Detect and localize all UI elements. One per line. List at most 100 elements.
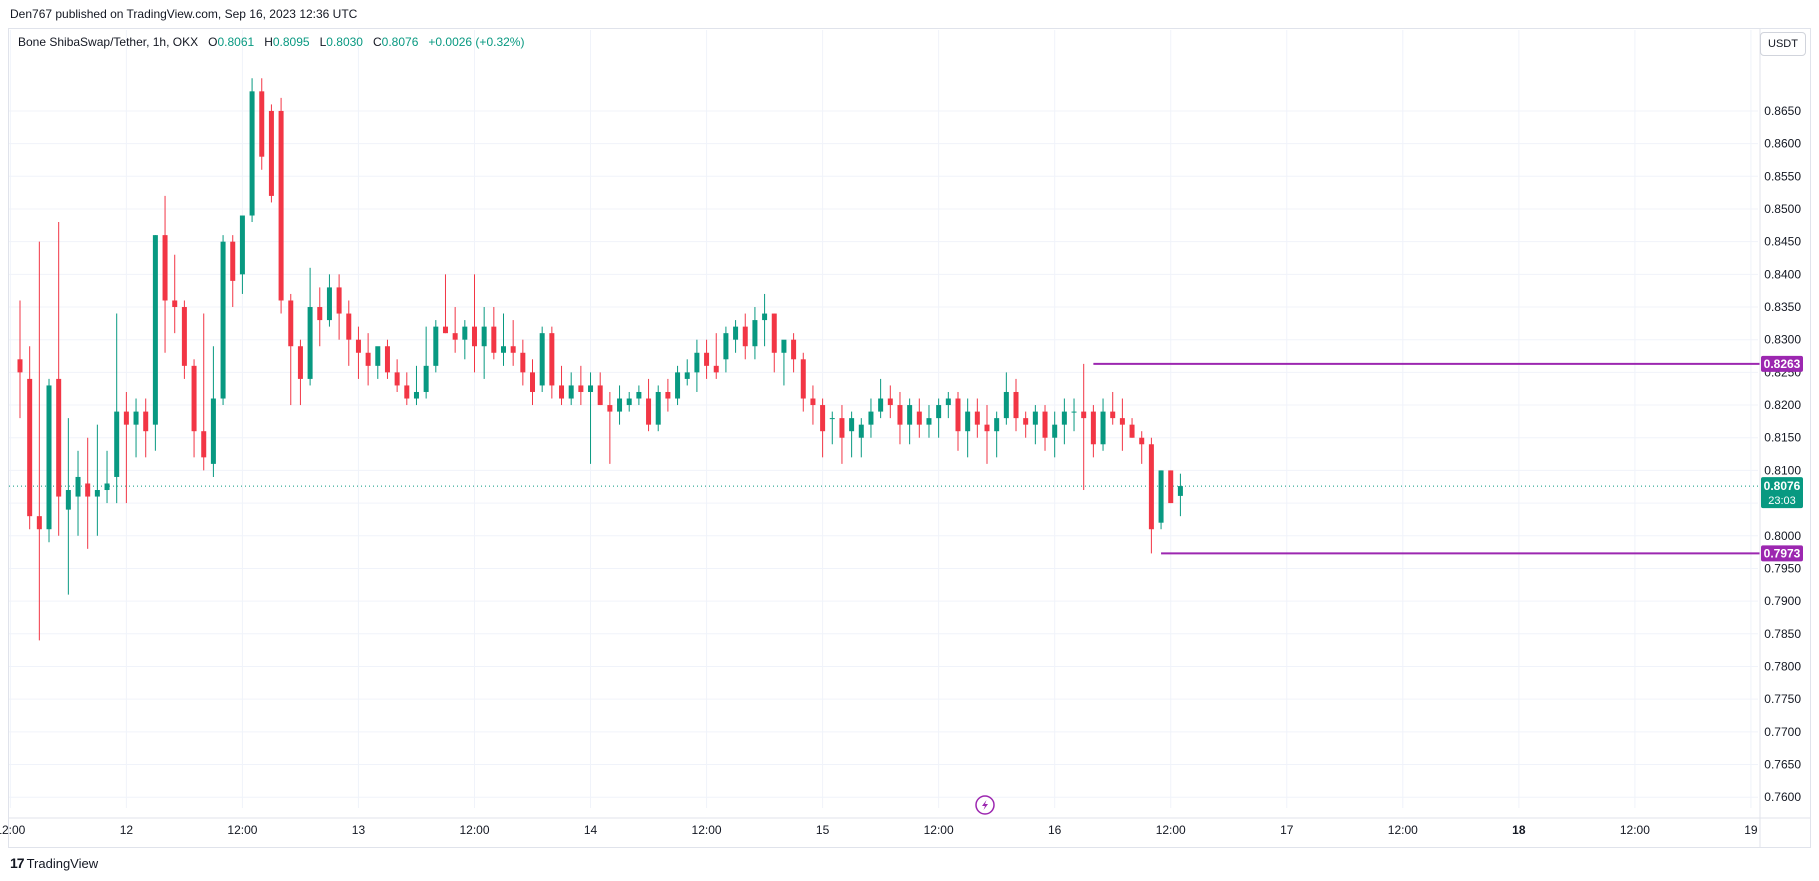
candle-body: [1052, 424, 1058, 438]
level-price-label: 0.8263: [1764, 357, 1801, 371]
candle-body: [646, 398, 652, 425]
candle-body: [259, 91, 265, 157]
candle-body: [839, 418, 845, 438]
candle-body: [297, 346, 303, 379]
y-tick-label: 0.7800: [1764, 659, 1801, 673]
y-tick-label: 0.7700: [1764, 725, 1801, 739]
candle-body: [1158, 470, 1164, 523]
candle-body: [617, 398, 623, 412]
candle-body: [191, 365, 197, 432]
candle-body: [1100, 411, 1106, 445]
candle-layer: [17, 78, 1183, 641]
candle-body: [268, 110, 274, 196]
candle-body: [868, 411, 874, 425]
candle-body: [413, 391, 419, 399]
candle-body: [965, 411, 971, 432]
x-tick-label: 12:00: [1620, 823, 1650, 837]
candle-body: [559, 385, 565, 399]
candle-body: [791, 339, 797, 360]
candle-body: [578, 385, 584, 392]
y-tick-label: 0.7850: [1764, 627, 1801, 641]
candle-body: [355, 339, 361, 353]
candle-body: [974, 411, 980, 425]
candle-body: [1071, 411, 1077, 413]
candle-body: [46, 385, 52, 530]
lightning-icon[interactable]: [975, 795, 995, 815]
candle-body: [481, 326, 487, 347]
candle-body: [1177, 486, 1183, 496]
candle-body: [181, 307, 187, 366]
x-tick-label: 12:00: [1156, 823, 1186, 837]
candle-body: [665, 391, 671, 399]
candle-body: [723, 333, 729, 360]
candle-body: [1003, 391, 1009, 419]
candle-body: [220, 241, 226, 399]
candle-body: [936, 405, 942, 419]
candle-body: [317, 307, 323, 321]
y-tick-label: 0.8500: [1764, 202, 1801, 216]
candle-body: [655, 391, 661, 425]
candle-body: [1148, 444, 1154, 530]
candle-body: [1032, 411, 1038, 425]
candle-body: [123, 411, 129, 425]
published-caption: Den767 published on TradingView.com, Sep…: [10, 7, 358, 21]
y-tick-label: 0.7750: [1764, 692, 1801, 706]
chart-frame[interactable]: [8, 28, 1811, 848]
candle-body: [994, 418, 1000, 432]
candle-body: [626, 398, 632, 406]
candle-body: [462, 326, 468, 340]
candle-body: [878, 398, 884, 412]
tradingview-logo-text: TradingView: [26, 855, 99, 871]
candle-body: [152, 235, 158, 425]
tradingview-logo-icon: 17: [10, 855, 25, 871]
candle-body: [568, 385, 574, 399]
candle-body: [1061, 411, 1067, 425]
level-layer: [9, 362, 1760, 555]
candle-body: [230, 241, 236, 281]
candle-body: [849, 418, 855, 432]
level-price-tag: [1761, 355, 1803, 372]
x-tick-label: 12:00: [0, 823, 26, 837]
y-tick-label: 0.8450: [1764, 235, 1801, 249]
candle-body: [375, 346, 381, 366]
legend-open-label: O: [208, 35, 218, 49]
legend-low-label: L: [319, 35, 327, 49]
candle-body: [694, 352, 700, 373]
candle-body: [800, 359, 806, 399]
y-tick-label: 0.7950: [1764, 561, 1801, 575]
y-tick-label: 0.7600: [1764, 790, 1801, 804]
y-tick-label: 0.8150: [1764, 431, 1801, 445]
legend-low-value: 0.8030: [326, 35, 363, 49]
candle-body: [1090, 411, 1096, 445]
candle-body: [684, 372, 690, 379]
candle-body: [713, 365, 719, 373]
candle-body: [442, 326, 448, 334]
candle-body: [65, 490, 71, 510]
candle-body: [510, 346, 516, 353]
candle-body: [162, 235, 168, 301]
candle-body: [56, 378, 62, 497]
y-tick-label: 0.8200: [1764, 398, 1801, 412]
bar-countdown-label: 23:03: [1768, 495, 1796, 507]
candle-body: [1081, 411, 1087, 419]
x-tick-label: 15: [816, 823, 830, 837]
candle-body: [201, 431, 207, 458]
candle-body: [771, 313, 777, 353]
candle-body: [1129, 424, 1135, 438]
candle-body: [307, 307, 313, 379]
candle-body: [539, 333, 545, 386]
currency-button[interactable]: USDT: [1760, 32, 1806, 56]
x-tick-label: 12:00: [692, 823, 722, 837]
y-tick-label: 0.8350: [1764, 300, 1801, 314]
candle-body: [733, 326, 739, 340]
candle-body: [945, 398, 951, 406]
candle-body: [133, 411, 139, 425]
tradingview-logo[interactable]: 17 TradingView: [10, 855, 98, 871]
candle-body: [820, 405, 826, 432]
candle-body: [104, 483, 110, 491]
x-tick-label: 14: [584, 823, 598, 837]
legend-symbol: Bone ShibaSwap/Tether, 1h, OKX: [18, 35, 199, 49]
candle-body: [94, 490, 100, 497]
candle-body: [384, 346, 390, 373]
